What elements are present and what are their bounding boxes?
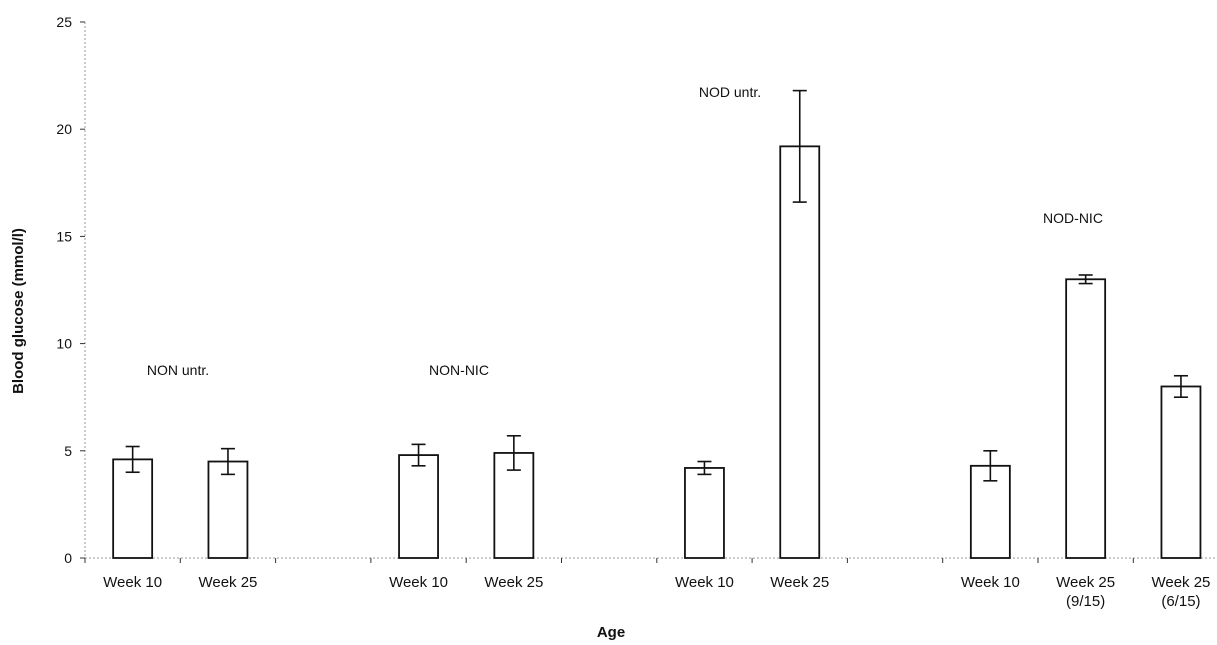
y-tick-label: 20 [56, 121, 72, 137]
x-tick-label-line: Week 10 [675, 574, 734, 591]
group-label: NON untr. [147, 362, 209, 378]
x-tick-label: Week 10 [389, 574, 448, 591]
x-tick-label-line: Week 10 [103, 574, 162, 591]
x-tick-label-line: Week 25 [770, 574, 829, 591]
bar [207, 460, 249, 559]
bar [112, 458, 154, 559]
y-tick-label: 25 [56, 14, 72, 30]
x-tick-label: Week 25 [198, 574, 257, 591]
x-tick-label: Week 25 (6/15) [1151, 574, 1210, 610]
x-tick-label-line: (6/15) [1161, 593, 1200, 610]
x-tick-label-line: Week 25 [1151, 574, 1210, 591]
y-tick-label: 15 [56, 228, 72, 244]
x-axis-title: Age [597, 624, 625, 641]
x-tick-label-line: Week 10 [961, 574, 1020, 591]
x-tick-label-line: Week 25 [1056, 574, 1115, 591]
y-tick-label: 0 [64, 550, 72, 566]
group-label: NOD-NIC [1043, 210, 1103, 226]
x-tick-label: Week 25 (9/15) [1056, 574, 1115, 610]
x-tick-label: Week 10 [103, 574, 162, 591]
group-label: NON-NIC [429, 362, 489, 378]
group-labels: NON untr. NON-NIC NOD untr. NOD-NIC [147, 84, 1103, 378]
bar-series [112, 89, 1202, 559]
x-axis: Week 10 Week 25 Week 10 Week 25 Week 10 Week … [84, 557, 1217, 610]
bar [779, 145, 821, 559]
y-axis: 0 5 10 15 20 25 [56, 14, 86, 566]
bar [1160, 385, 1202, 559]
y-tick-label: 5 [64, 443, 72, 459]
x-tick-label-line: Week 10 [389, 574, 448, 591]
bar [684, 467, 725, 559]
x-tick-label-line: (9/15) [1066, 593, 1105, 610]
y-axis-title: Blood glucose (mmol/l) [10, 228, 27, 394]
x-tick-label: Week 10 [675, 574, 734, 591]
y-tick-label: 10 [56, 336, 72, 352]
x-tick-label: Week 25 [770, 574, 829, 591]
x-tick-label-line: Week 25 [198, 574, 257, 591]
x-tick-label: Week 10 [961, 574, 1020, 591]
x-tick-label: Week 25 [484, 574, 543, 591]
bar [1065, 278, 1107, 559]
group-label: NOD untr. [699, 84, 761, 100]
bar [398, 454, 439, 559]
x-tick-label-line: Week 25 [484, 574, 543, 591]
